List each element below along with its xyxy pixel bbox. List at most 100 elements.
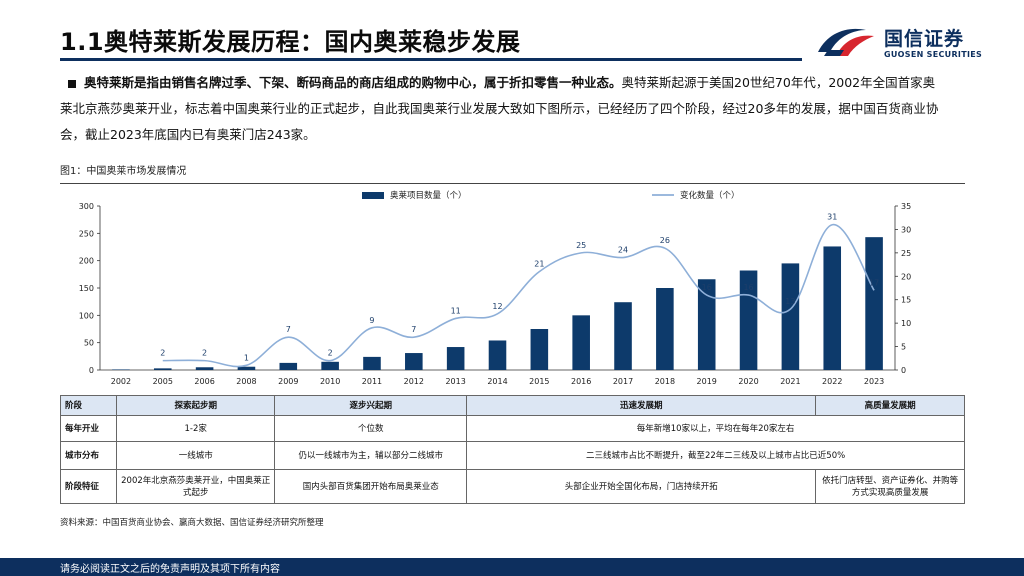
bar (697, 279, 716, 370)
legend-line-label: 变化数量（个） (680, 190, 740, 201)
x-tick-label: 2019 (697, 377, 717, 386)
line-data-label: 2 (328, 349, 333, 358)
table-cell: 2002年北京燕莎奥莱开业，中国奥莱正式起步 (116, 469, 276, 504)
y-right-tick-label: 20 (901, 272, 911, 281)
guosen-logo-icon (818, 28, 874, 56)
x-tick-label: 2009 (278, 377, 298, 386)
line-data-label: 7 (411, 325, 416, 334)
x-tick-label: 2021 (780, 377, 800, 386)
bar (237, 366, 256, 370)
stages-header-row: 阶段 探索起步期 逐步兴起期 迅速发展期 高质量发展期 (59, 395, 965, 416)
bar (572, 315, 590, 370)
bar (363, 356, 381, 370)
bar (614, 302, 632, 370)
row-label: 每年开业 (59, 415, 118, 442)
y-right-tick-label: 25 (901, 249, 911, 258)
x-tick-label: 2006 (194, 377, 214, 386)
x-tick-label: 2014 (487, 377, 507, 386)
table-cell: 仍以一线城市为主，辅以部分二线城市 (274, 441, 468, 470)
y-left-tick-label: 150 (79, 284, 94, 293)
logo-name-cn: 国信证券 (884, 28, 965, 50)
y-right-tick-label: 15 (901, 296, 911, 305)
table-cell: 依托门店转型、资产证券化、并购等方式实现高质量发展 (815, 469, 965, 504)
bar (321, 361, 339, 370)
intro-rest: 奥特莱斯起源于美国20世纪70年代，2002年全国首家奥莱北京燕莎奥莱开业，标志… (60, 75, 939, 142)
bar (781, 263, 800, 370)
legend-bar-swatch (362, 192, 384, 199)
bar (865, 237, 883, 370)
y-left-tick-label: 0 (89, 366, 94, 375)
x-tick-label: 2022 (822, 377, 842, 386)
legend-bar-label: 奥莱项目数量（个） (390, 190, 467, 201)
line-data-label: 1 (244, 353, 249, 362)
x-tick-label: 2018 (655, 377, 675, 386)
bar (279, 362, 298, 370)
figure-caption: 图1：中国奥莱市场发展情况 (60, 166, 187, 177)
x-tick-label: 2002 (111, 377, 131, 386)
x-tick-label: 2015 (529, 377, 549, 386)
bar (530, 329, 549, 370)
intro-bold: 奥特莱斯是指由销售名牌过季、下架、断码商品的商店组成的购物中心，属于折扣零售一种… (84, 75, 622, 90)
bar (195, 367, 214, 370)
outlet-chart: 0 50 100 150 200 250 300 0 5 10 15 20 25 30 35 2002 2005… (79, 190, 911, 386)
y-left-tick-label: 250 (79, 229, 94, 238)
x-tick-label: 2008 (236, 377, 256, 386)
table-cell: 每年新增10家以上，平均在每年20家左右 (466, 415, 965, 442)
line-data-label: 31 (827, 213, 837, 222)
row-label: 城市分布 (59, 441, 118, 470)
x-tick-label: 2005 (153, 377, 173, 386)
figure-divider (60, 183, 965, 184)
bar (405, 353, 423, 370)
table-row: 城市分布 一线城市 仍以一线城市为主，辅以部分二线城市 二三线城市占比不断提升，… (59, 441, 965, 470)
line-data-label: 21 (534, 260, 544, 269)
stages-table: 阶段 探索起步期 逐步兴起期 迅速发展期 高质量发展期 每年开业 1-2家 个位… (59, 395, 965, 504)
line-data-label: 2 (202, 349, 207, 358)
line-data-label: 25 (576, 241, 586, 250)
footer-bar: 请务必阅读正文之后的免责声明及其项下所有内容 (0, 558, 1024, 576)
line-data-label: 16 (702, 283, 712, 292)
stage-header-label: 阶段 (59, 395, 118, 416)
y-left-tick-label: 200 (79, 257, 94, 266)
line-data-label: 13 (785, 297, 795, 306)
guosen-logo: 国信证券 GUOSEN SECURITIES (814, 20, 1014, 64)
stage-rise: 逐步兴起期 (274, 395, 468, 416)
source-note: 资料来源：中国百货商业协会、赢商大数据、国信证券经济研究所整理 (60, 518, 324, 528)
line-data-label: 9 (369, 316, 374, 325)
table-cell: 个位数 (274, 415, 468, 442)
footer-disclaimer: 请务必阅读正文之后的免责声明及其项下所有内容 (60, 564, 280, 575)
table-row: 每年开业 1-2家 个位数 每年新增10家以上，平均在每年20家左右 (59, 415, 965, 442)
line-data-label: 2 (160, 349, 165, 358)
bullet-square-icon (68, 80, 76, 88)
bar (112, 369, 130, 370)
x-tick-label: 2012 (404, 377, 424, 386)
y-left-tick-label: 300 (79, 202, 94, 211)
logo-name-en: GUOSEN SECURITIES (884, 50, 983, 59)
x-tick-label: 2010 (320, 377, 340, 386)
line-data-label: 11 (451, 306, 461, 315)
table-cell: 一线城市 (116, 441, 276, 470)
x-tick-label: 2023 (864, 377, 884, 386)
title-divider (60, 58, 802, 61)
x-tick-label: 2013 (445, 377, 465, 386)
bar (446, 347, 465, 370)
line-data-label: 17 (869, 278, 879, 287)
x-tick-label: 2020 (738, 377, 758, 386)
page-title: 1.1奥特莱斯发展历程：国内奥莱稳步发展 (60, 28, 521, 56)
stage-quality: 高质量发展期 (815, 395, 965, 416)
y-right-tick-label: 10 (901, 319, 911, 328)
bar (488, 340, 507, 370)
table-row: 阶段特征 2002年北京燕莎奥莱开业，中国奥莱正式起步 国内头部百货集团开始布局… (59, 469, 965, 504)
line-series (162, 223, 875, 368)
y-right-tick-label: 35 (901, 202, 911, 211)
x-tick-label: 2011 (362, 377, 382, 386)
y-left-tick-label: 100 (79, 311, 94, 320)
stage-explore: 探索起步期 (116, 395, 276, 416)
stage-rapid: 迅速发展期 (466, 395, 817, 416)
line-data-label: 16 (743, 283, 753, 292)
y-left-tick-label: 50 (84, 339, 94, 348)
table-cell: 二三线城市占比不断提升，截至22年二三线及以上城市占比已近50% (466, 441, 965, 470)
bar (656, 288, 674, 370)
y-right-tick-label: 5 (901, 343, 906, 352)
table-cell: 头部企业开始全国化布局，门店持续开拓 (466, 469, 817, 504)
line-data-label: 12 (492, 302, 502, 311)
